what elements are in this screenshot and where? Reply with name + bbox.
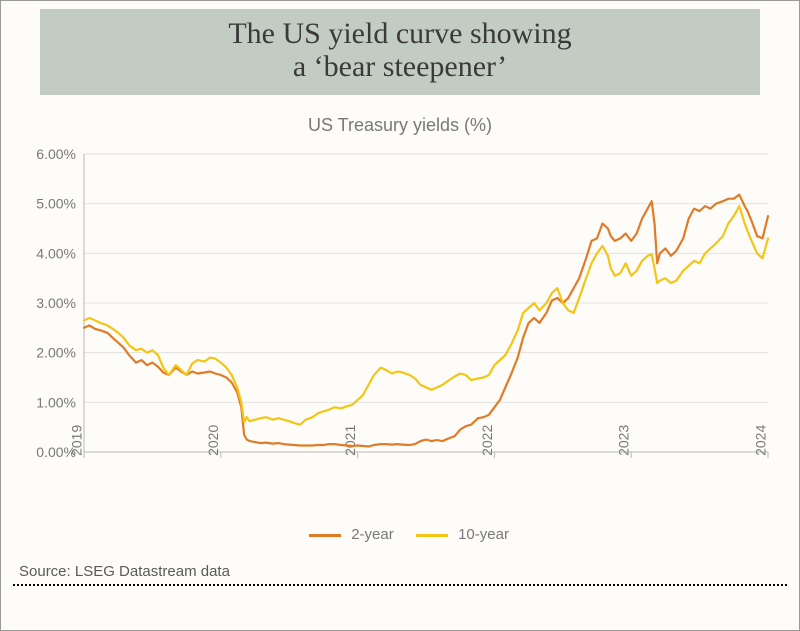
line-chart: 0.00%1.00%2.00%3.00%4.00%5.00%6.00%20192…: [20, 142, 780, 522]
svg-text:2020: 2020: [205, 425, 221, 456]
svg-text:2019: 2019: [68, 425, 84, 456]
title-line-1: The US yield curve showing: [50, 17, 750, 50]
legend-swatch-2yr: [309, 534, 341, 537]
svg-text:2.00%: 2.00%: [36, 345, 76, 361]
svg-text:2023: 2023: [616, 425, 632, 456]
svg-text:6.00%: 6.00%: [36, 146, 76, 162]
svg-text:4.00%: 4.00%: [36, 245, 76, 261]
source-text: Source: LSEG Datastream data: [13, 563, 787, 580]
chart-card: The US yield curve showing a ‘bear steep…: [0, 0, 800, 631]
chart-subtitle: US Treasury yields (%): [13, 115, 787, 136]
title-bar: The US yield curve showing a ‘bear steep…: [40, 9, 760, 95]
svg-text:2024: 2024: [752, 425, 768, 456]
svg-text:3.00%: 3.00%: [36, 295, 76, 311]
svg-text:1.00%: 1.00%: [36, 394, 76, 410]
legend-label-2yr: 2-year: [351, 526, 394, 543]
legend-swatch-10yr: [416, 534, 448, 537]
svg-text:2022: 2022: [479, 425, 495, 456]
chart-svg: 0.00%1.00%2.00%3.00%4.00%5.00%6.00%20192…: [20, 142, 780, 522]
svg-text:2021: 2021: [342, 425, 358, 456]
svg-text:5.00%: 5.00%: [36, 196, 76, 212]
dotted-rule: [13, 584, 787, 586]
legend-label-10yr: 10-year: [458, 526, 509, 543]
chart-legend: 2-year 10-year: [13, 526, 787, 543]
title-line-2: a ‘bear steepener’: [50, 50, 750, 83]
